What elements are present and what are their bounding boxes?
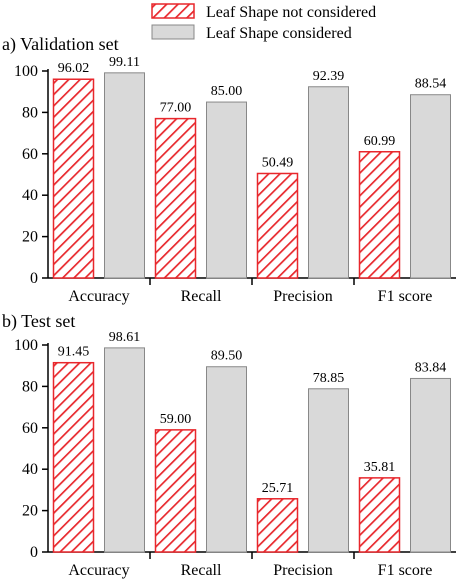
- y-tick-label: 60: [22, 146, 38, 163]
- legend-entry-considered: Leaf Shape considered: [151, 24, 352, 42]
- chart-title: a) Validation set: [2, 34, 119, 55]
- y-tick-label: 40: [22, 187, 38, 204]
- y-tick-label: 0: [30, 544, 38, 561]
- bar-value-label: 50.49: [262, 155, 294, 170]
- y-tick-label: 0: [30, 270, 38, 287]
- validation-bar-precision-not-considered: [256, 172, 299, 279]
- test-bar-accuracy-considered: [104, 347, 145, 553]
- bar-value-label: 83.84: [415, 360, 447, 375]
- validation-bar-accuracy-considered: [104, 72, 145, 279]
- legend-label-considered: Leaf Shape considered: [206, 25, 352, 42]
- bar-value-label: 77.00: [160, 101, 192, 116]
- chart-title: b) Test set: [2, 311, 75, 332]
- y-tick-label: 80: [22, 378, 38, 395]
- y-tick-label: 40: [22, 461, 38, 478]
- bar-value-label: 25.71: [262, 481, 294, 496]
- bar-value-label: 59.00: [160, 412, 192, 427]
- x-tick-label: Precision: [273, 288, 333, 305]
- y-tick-label: 20: [22, 229, 38, 246]
- legend-label-not-considered: Leaf Shape not considered: [206, 4, 376, 21]
- bar-value-label: 96.02: [58, 61, 90, 76]
- bar-value-label: 89.50: [211, 349, 243, 364]
- bar-value-label: 85.00: [211, 84, 243, 99]
- test-chart: b) Test set 0 20 40 60 80 100 91.45 98.61 Accura…: [2, 311, 456, 579]
- validation-bar-recall-not-considered: [154, 117, 197, 279]
- y-tick-label: 20: [22, 503, 38, 520]
- x-tick-label: Accuracy: [68, 288, 129, 305]
- legend-swatch-considered: [151, 24, 195, 40]
- y-tick-label: 100: [14, 63, 38, 80]
- test-bar-precision-considered: [308, 388, 349, 553]
- x-tick-label: F1 score: [378, 288, 433, 305]
- y-tick-label: 60: [22, 420, 38, 437]
- test-bar-f1-score-considered: [410, 377, 451, 553]
- legend: Leaf Shape not considered Leaf Shape con…: [151, 3, 376, 42]
- validation-chart: a) Validation set 0 20 40 60 80 100 96.02 99.11…: [2, 34, 456, 305]
- x-tick-label: Accuracy: [68, 562, 129, 579]
- test-bar-precision-not-considered: [256, 498, 299, 553]
- validation-bar-recall-considered: [206, 101, 247, 279]
- bar-value-label: 35.81: [364, 460, 396, 475]
- x-tick-label: Recall: [181, 288, 222, 305]
- validation-bar-f1-score-not-considered: [358, 151, 401, 279]
- legend-swatch-not-considered: [151, 3, 195, 19]
- validation-bar-precision-considered: [308, 86, 349, 279]
- bar-value-label: 99.11: [109, 55, 140, 70]
- bar-value-label: 98.61: [109, 330, 141, 345]
- y-tick-label: 100: [14, 337, 38, 354]
- bar-value-label: 88.54: [415, 77, 447, 92]
- validation-bar-accuracy-not-considered: [52, 78, 95, 279]
- test-bar-recall-not-considered: [154, 429, 197, 553]
- x-tick-label: F1 score: [378, 562, 433, 579]
- x-tick-label: Recall: [181, 562, 222, 579]
- test-bar-f1-score-not-considered: [358, 477, 401, 553]
- x-tick-label: Precision: [273, 562, 333, 579]
- bar-value-label: 92.39: [313, 69, 345, 84]
- validation-bar-f1-score-considered: [410, 94, 451, 279]
- legend-entry-not-considered: Leaf Shape not considered: [151, 3, 376, 21]
- test-bar-accuracy-not-considered: [52, 361, 95, 553]
- bar-value-label: 78.85: [313, 371, 345, 386]
- bar-value-label: 60.99: [364, 134, 396, 149]
- y-tick-label: 80: [22, 104, 38, 121]
- bar-value-label: 91.45: [58, 345, 90, 360]
- test-bar-recall-considered: [206, 366, 247, 553]
